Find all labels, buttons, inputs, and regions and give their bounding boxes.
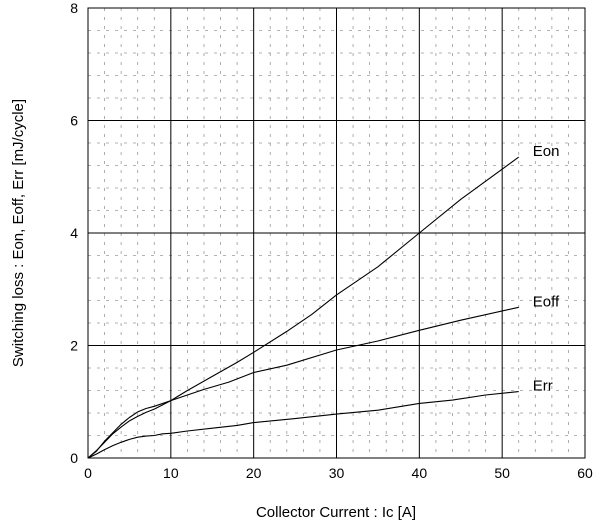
y-tick-label: 2	[70, 338, 78, 354]
x-tick-label: 20	[246, 465, 262, 481]
x-tick-label: 60	[577, 465, 593, 481]
series-line-eoff	[87, 306, 519, 459]
plot-area-frame	[87, 7, 586, 459]
x-axis-label: Collector Current : Ic [A]	[256, 504, 416, 521]
y-tick-label: 6	[70, 113, 78, 129]
series-line-err	[87, 391, 519, 459]
series-label-eoff: Eoff	[533, 293, 560, 310]
y-axis-label: Switching loss : Eon, Eoff, Err [mJ/cycl…	[10, 99, 27, 367]
y-tick-label: 0	[70, 450, 78, 466]
series-label-eon: Eon	[533, 143, 560, 160]
y-tick-label: 8	[70, 0, 78, 16]
series-label-err: Err	[533, 378, 553, 395]
x-tick-label: 0	[84, 465, 92, 481]
x-tick-label: 10	[163, 465, 179, 481]
tick-labels: 0 10 20 30 40 50 60 0 2 4 6 8	[70, 0, 593, 481]
grid-layer	[88, 8, 585, 458]
x-tick-label: 40	[412, 465, 428, 481]
series-line-eon	[87, 156, 520, 459]
x-tick-label: 30	[329, 465, 345, 481]
series-layer: Eon Eoff Err	[87, 143, 560, 459]
y-tick-label: 4	[70, 225, 78, 241]
x-tick-label: 50	[494, 465, 510, 481]
